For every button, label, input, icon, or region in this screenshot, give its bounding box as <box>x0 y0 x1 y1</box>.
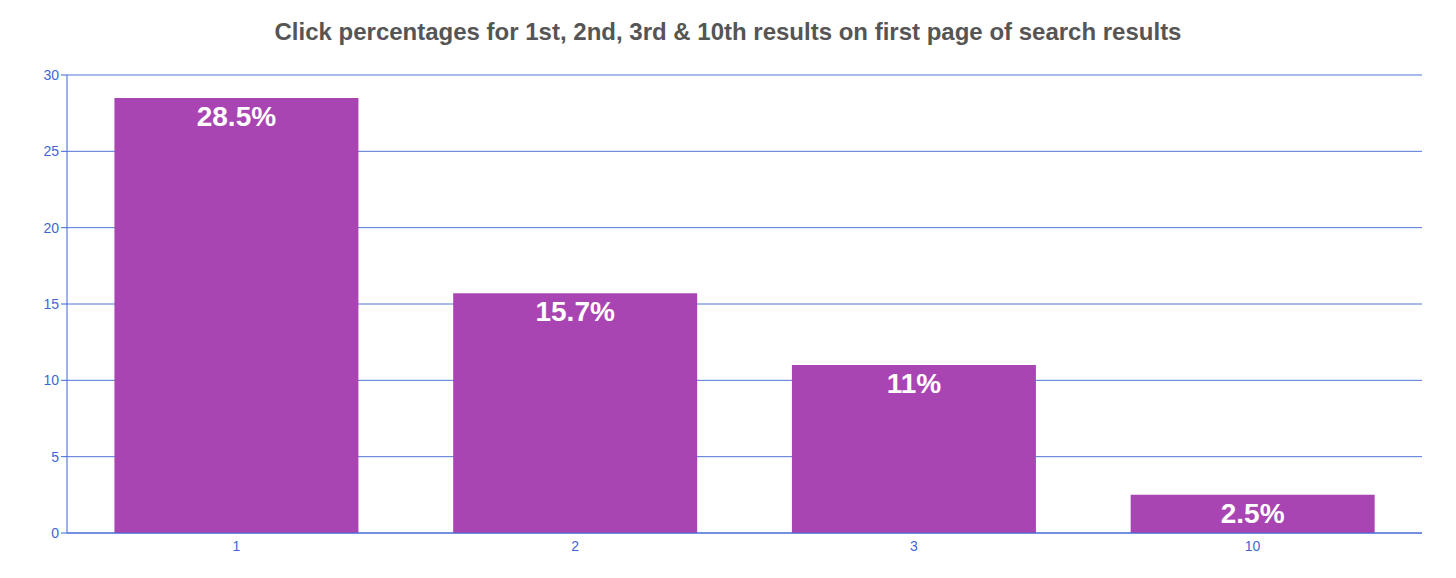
svg-text:30: 30 <box>43 67 59 83</box>
svg-text:5: 5 <box>51 449 59 465</box>
svg-text:10: 10 <box>43 372 59 388</box>
svg-text:15: 15 <box>43 296 59 312</box>
svg-text:25: 25 <box>43 143 59 159</box>
svg-text:0: 0 <box>51 525 59 541</box>
svg-text:3: 3 <box>910 538 918 554</box>
svg-text:20: 20 <box>43 220 59 236</box>
svg-text:1: 1 <box>232 538 240 554</box>
svg-text:2.5%: 2.5% <box>1221 498 1285 529</box>
svg-text:10: 10 <box>1245 538 1261 554</box>
svg-text:15.7%: 15.7% <box>535 296 614 327</box>
svg-text:2: 2 <box>571 538 579 554</box>
svg-text:28.5%: 28.5% <box>197 101 276 132</box>
html-text:Click percentages for 1st, 2nd: Click percentages for 1st, 2nd, 3rd & 10… <box>274 18 1182 45</box>
svg-text:11%: 11% <box>887 368 942 399</box>
